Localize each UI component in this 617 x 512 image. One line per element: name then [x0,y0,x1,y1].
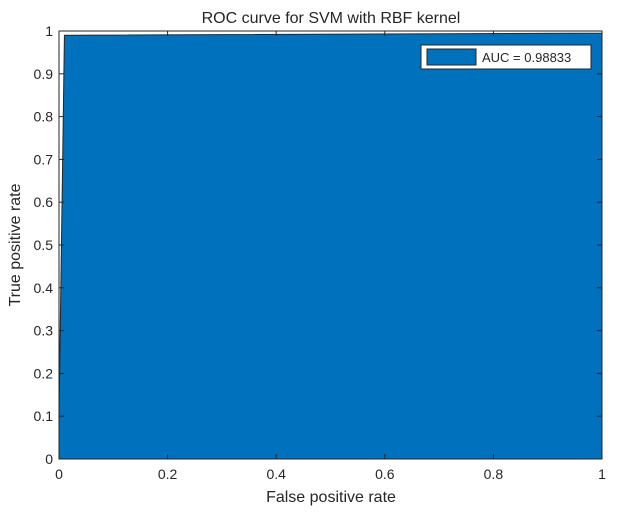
y-tick-label: 0.8 [34,109,54,125]
legend-entry-label: AUC = 0.98833 [482,50,571,65]
y-tick-label: 0.1 [34,408,54,424]
x-tick-label: 1 [598,466,606,482]
x-axis-label: False positive rate [266,489,396,506]
y-tick-label: 0.7 [34,151,54,167]
y-axis-label: True positive rate [7,183,24,306]
x-tick-label: 0.4 [266,466,286,482]
x-tick-label: 0.8 [484,466,504,482]
x-tick-label: 0.2 [158,466,178,482]
series-layer [58,31,603,460]
y-axis-ticks: 0 0.1 0.2 0.3 0.4 0.5 0.6 0.7 0.8 0.9 1 [34,23,602,467]
legend-swatch [426,48,477,66]
y-tick-label: 0.9 [34,66,54,82]
x-tick-label: 0 [55,466,63,482]
x-tick-label: 0.6 [375,466,395,482]
x-axis-ticks: 0 0.2 0.4 0.6 0.8 1 [55,31,606,482]
y-tick-label: 0.5 [34,237,54,253]
y-tick-label: 1 [45,23,53,39]
y-tick-label: 0 [45,451,53,467]
roc-area-series-0 [58,31,603,460]
chart-title: ROC curve for SVM with RBF kernel [202,10,461,27]
y-tick-label: 0.4 [34,280,54,296]
y-tick-label: 0.3 [34,323,54,339]
y-tick-label: 0.6 [34,194,54,210]
legend: AUC = 0.98833 [420,44,592,70]
y-tick-label: 0.2 [34,365,54,381]
